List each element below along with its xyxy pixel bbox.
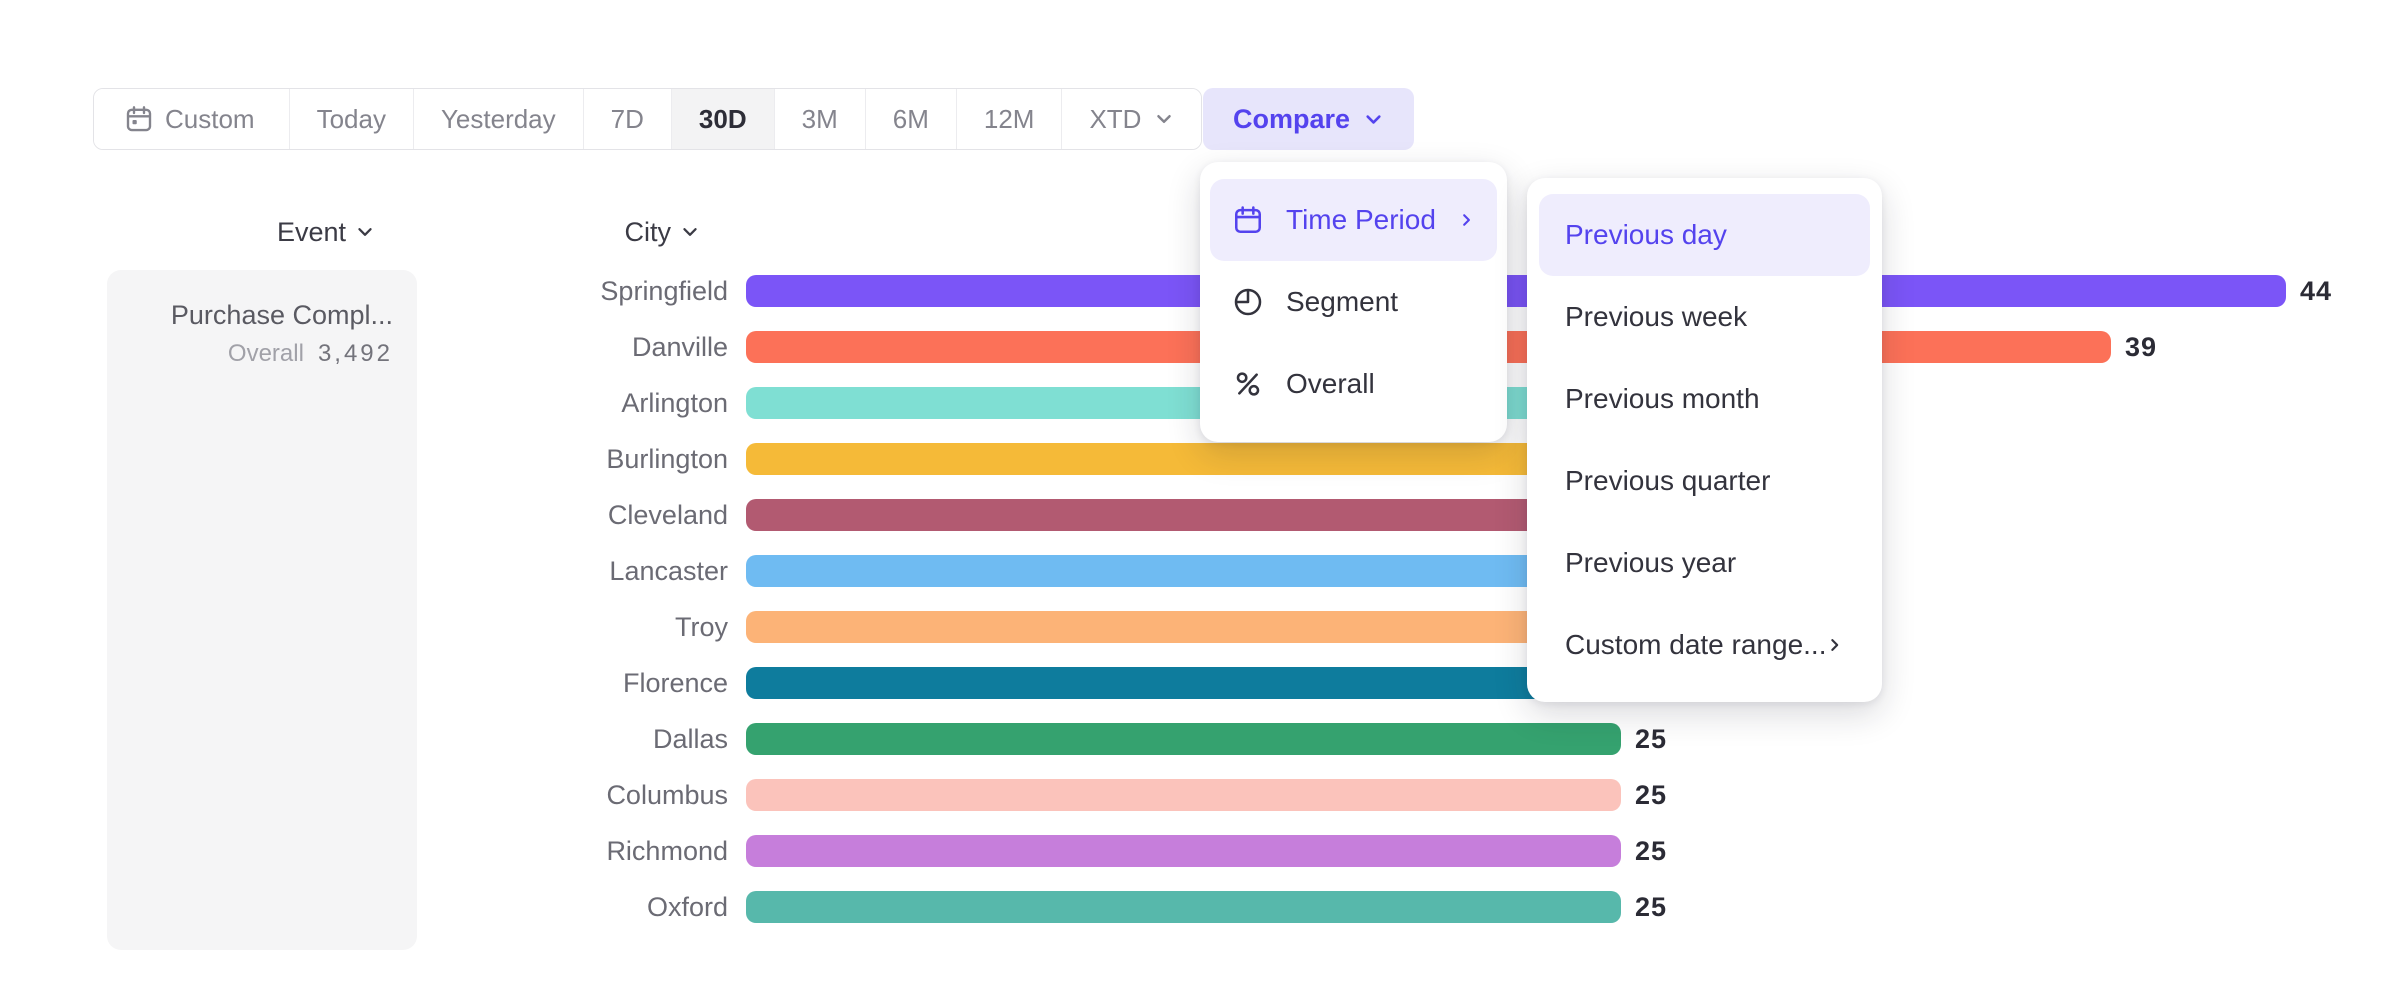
chevron-right-icon: [1463, 214, 1470, 226]
menu-item-label: Previous year: [1565, 547, 1737, 578]
percent-icon: [1236, 372, 1260, 396]
event-name: Purchase Compl...: [170, 300, 393, 330]
city-column-header-label: City: [624, 216, 672, 247]
toolbar-button-7d[interactable]: 7D: [583, 89, 672, 149]
time-period-item-previous-week[interactable]: Previous week: [1539, 276, 1870, 358]
toolbar-button-label: XTD: [1089, 103, 1142, 134]
bar-value-label: 25: [1635, 723, 1668, 754]
compare-button[interactable]: Compare: [1203, 88, 1415, 150]
menu-item-label: Overall: [1286, 368, 1375, 399]
toolbar-button-30d[interactable]: 30D: [671, 89, 775, 149]
event-column-header-label: Event: [276, 216, 346, 247]
toolbar-button-label: 6M: [892, 103, 929, 134]
chart-row-troy: Troy: [420, 599, 2332, 655]
compare-menu: Time Period Segment Overall: [1200, 162, 1507, 442]
bar-value-label: 39: [2125, 331, 2158, 362]
toolbar-button-12m[interactable]: 12M: [956, 89, 1063, 149]
chart-row-cleveland: Cleveland: [420, 487, 2332, 543]
time-period-item-custom-date-range[interactable]: Custom date range...: [1539, 604, 1870, 686]
event-card[interactable]: Purchase Compl... Overall 3,492: [107, 270, 417, 950]
bar-columbus[interactable]: [746, 779, 1621, 811]
date-range-toolbar: Custom Today Yesterday 7D 30D 3M 6M 12M XTD: [93, 88, 1203, 150]
compare-button-label: Compare: [1233, 103, 1351, 134]
city-label: Arlington: [621, 387, 728, 418]
bar-value-label: 25: [1635, 891, 1668, 922]
toolbar-button-6m[interactable]: 6M: [865, 89, 957, 149]
bar-richmond[interactable]: [746, 835, 1621, 867]
toolbar-button-custom[interactable]: Custom: [94, 89, 290, 149]
compare-menu-item-segment[interactable]: Segment: [1210, 261, 1497, 343]
city-label: Oxford: [646, 891, 728, 922]
menu-item-label: Custom date range...: [1565, 629, 1827, 660]
overall-value: 3,492: [317, 340, 393, 367]
event-overall-row: Overall 3,492: [107, 340, 393, 368]
menu-item-label: Previous week: [1565, 301, 1748, 332]
segment-icon: [1234, 288, 1262, 316]
chevron-down-icon: [358, 228, 372, 236]
chart-row-florence: Florence: [420, 655, 2332, 711]
chevron-down-icon: [1157, 115, 1172, 123]
toolbar-button-label: 7D: [610, 103, 644, 134]
toolbar-button-label: Custom: [165, 103, 255, 134]
bar-value-label: 25: [1635, 835, 1668, 866]
chart-row-richmond: Richmond 25: [420, 823, 2332, 879]
time-period-item-previous-month[interactable]: Previous month: [1539, 358, 1870, 440]
bar-oxford[interactable]: [746, 891, 1621, 923]
toolbar-button-today[interactable]: Today: [289, 89, 414, 149]
chart-row-springfield: Springfield 44: [420, 263, 2332, 319]
toolbar-button-yesterday[interactable]: Yesterday: [413, 89, 584, 149]
chart-row-oxford: Oxford 25: [420, 879, 2332, 935]
city-label: Florence: [622, 667, 728, 698]
menu-item-label: Previous quarter: [1565, 465, 1771, 496]
compare-menu-item-time-period[interactable]: Time Period: [1210, 179, 1497, 261]
chevron-right-icon: [1831, 639, 1839, 651]
chevron-down-icon: [683, 228, 697, 236]
city-label: Burlington: [606, 443, 728, 474]
calendar-icon: [1235, 206, 1262, 234]
chart-row-lancaster: Lancaster: [420, 543, 2332, 599]
city-label: Springfield: [600, 275, 728, 306]
overall-label: Overall: [227, 340, 304, 367]
bar-value-label: 25: [1635, 779, 1668, 810]
time-period-item-previous-day[interactable]: Previous day: [1539, 194, 1870, 276]
city-label: Columbus: [606, 779, 728, 810]
time-period-item-previous-quarter[interactable]: Previous quarter: [1539, 440, 1870, 522]
toolbar-button-label: Yesterday: [440, 103, 556, 134]
toolbar-button-label: 12M: [983, 103, 1035, 134]
menu-item-label: Segment: [1286, 286, 1399, 317]
toolbar-button-xtd[interactable]: XTD: [1062, 89, 1202, 149]
toolbar-button-label: 30D: [698, 103, 747, 134]
chart-row-columbus: Columbus 25: [420, 767, 2332, 823]
bar-value-label: 44: [2300, 275, 2333, 306]
city-label: Danville: [631, 331, 728, 362]
chart-row-dallas: Dallas 25: [420, 711, 2332, 767]
bar-springfield[interactable]: [746, 275, 2286, 307]
calendar-dot-icon: [126, 106, 152, 132]
chevron-down-icon: [1366, 114, 1381, 124]
toolbar-button-label: Today: [316, 103, 386, 134]
compare-menu-item-overall[interactable]: Overall: [1210, 343, 1497, 425]
menu-item-label: Previous day: [1565, 219, 1727, 250]
city-label: Richmond: [606, 835, 728, 866]
menu-item-label: Time Period: [1286, 204, 1436, 235]
bar-florence[interactable]: [746, 667, 1656, 699]
event-column-header[interactable]: Event: [107, 214, 417, 250]
city-label: Dallas: [652, 723, 728, 754]
city-label: Cleveland: [607, 499, 728, 530]
toolbar-button-label: 3M: [801, 103, 838, 134]
bar-dallas[interactable]: [746, 723, 1621, 755]
menu-item-label: Previous month: [1565, 383, 1760, 414]
city-label: Troy: [675, 611, 728, 642]
time-period-item-previous-year[interactable]: Previous year: [1539, 522, 1870, 604]
toolbar-button-3m[interactable]: 3M: [774, 89, 866, 149]
city-column-header[interactable]: City: [420, 214, 728, 250]
city-label: Lancaster: [609, 555, 728, 586]
time-period-submenu: Previous day Previous week Previous month P…: [1527, 178, 1882, 702]
